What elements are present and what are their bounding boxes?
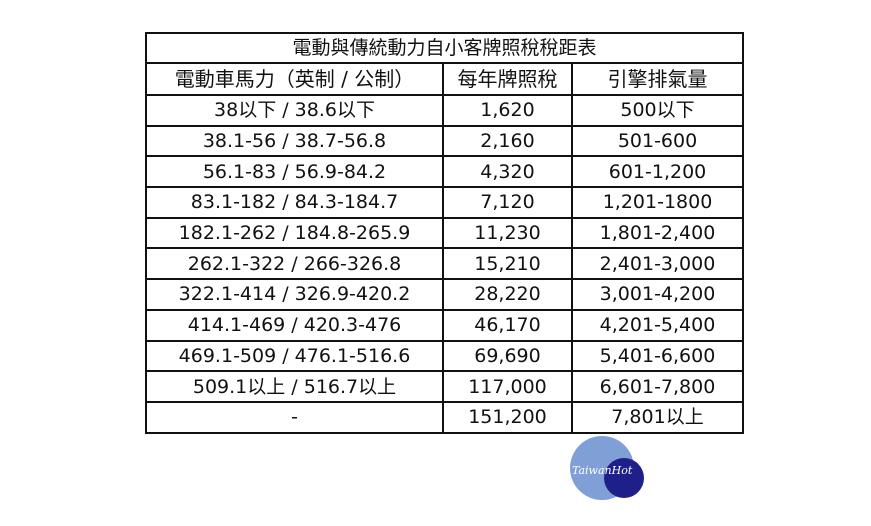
table-row: 414.1-469 / 420.3-476 46,170 4,201-5,400	[145, 308, 745, 342]
svg-text:TaiwanHot: TaiwanHot	[572, 464, 633, 477]
cell-annual-tax: 151,200	[442, 400, 573, 434]
license-tax-table: 電動與傳統動力自小客牌照稅稅距表 電動車馬力（英制 / 公制） 每年牌照稅 引擎…	[144, 32, 745, 434]
table-row: 322.1-414 / 326.9-420.2 28,220 3,001-4,200	[145, 278, 745, 311]
table-row: 38.1-56 / 38.7-56.8 2,160 501-600	[145, 124, 745, 158]
table-row: 182.1-262 / 184.8-265.9 11,230 1,801-2,400	[145, 216, 745, 250]
cell-horsepower: 56.1-83 / 56.9-84.2	[145, 155, 444, 189]
cell-horsepower: 414.1-469 / 420.3-476	[145, 308, 444, 342]
cell-annual-tax: 2,160	[442, 124, 573, 158]
cell-displacement: 7,801以上	[570, 400, 745, 434]
cell-annual-tax: 4,320	[442, 155, 573, 189]
cell-displacement: 6,601-7,800	[570, 370, 745, 403]
table-row: 509.1以上 / 516.7以上 117,000 6,601-7,800	[145, 370, 745, 403]
cell-annual-tax: 11,230	[442, 216, 573, 250]
header-horsepower: 電動車馬力（英制 / 公制）	[145, 62, 444, 96]
cell-annual-tax: 46,170	[442, 308, 573, 342]
cell-displacement: 1,201-1800	[570, 186, 745, 219]
cell-horsepower: 182.1-262 / 184.8-265.9	[145, 216, 444, 250]
cell-annual-tax: 69,690	[442, 339, 573, 373]
table-row: 83.1-182 / 84.3-184.7 7,120 1,201-1800	[145, 186, 745, 219]
cell-horsepower: 38以下 / 38.6以下	[145, 94, 444, 127]
header-annual-tax: 每年牌照稅	[442, 62, 573, 96]
table-row: 262.1-322 / 266-326.8 15,210 2,401-3,000	[145, 247, 745, 281]
cell-annual-tax: 117,000	[442, 370, 573, 403]
table-row: 56.1-83 / 56.9-84.2 4,320 601-1,200	[145, 155, 745, 189]
table-row: 38以下 / 38.6以下 1,620 500以下	[145, 94, 745, 127]
cell-horsepower: 469.1-509 / 476.1-516.6	[145, 339, 444, 373]
table-row: 469.1-509 / 476.1-516.6 69,690 5,401-6,600	[145, 339, 745, 373]
cell-horsepower: 83.1-182 / 84.3-184.7	[145, 186, 444, 219]
cell-displacement: 601-1,200	[570, 155, 745, 189]
cell-annual-tax: 1,620	[442, 94, 573, 127]
cell-displacement: 500以下	[570, 94, 745, 127]
cell-annual-tax: 15,210	[442, 247, 573, 281]
cell-displacement: 2,401-3,000	[570, 247, 745, 281]
cell-displacement: 5,401-6,600	[570, 339, 745, 373]
cell-annual-tax: 7,120	[442, 186, 573, 219]
cell-annual-tax: 28,220	[442, 278, 573, 311]
cell-displacement: 501-600	[570, 124, 745, 158]
cell-horsepower: 38.1-56 / 38.7-56.8	[145, 124, 444, 158]
header-displacement: 引擎排氣量	[570, 62, 745, 96]
table-row: -151,200 7,801以上	[145, 400, 745, 434]
cell-displacement: 1,801-2,400	[570, 216, 745, 250]
cell-horsepower: 262.1-322 / 266-326.8	[145, 247, 444, 281]
table-title: 電動與傳統動力自小客牌照稅稅距表	[144, 32, 745, 64]
cell-horsepower: 322.1-414 / 326.9-420.2	[145, 278, 444, 311]
cell-displacement: 3,001-4,200	[570, 278, 745, 311]
cell-displacement: 4,201-5,400	[570, 308, 745, 342]
cell-horsepower: 509.1以上 / 516.7以上	[145, 370, 444, 403]
cell-horsepower: -	[145, 400, 444, 434]
